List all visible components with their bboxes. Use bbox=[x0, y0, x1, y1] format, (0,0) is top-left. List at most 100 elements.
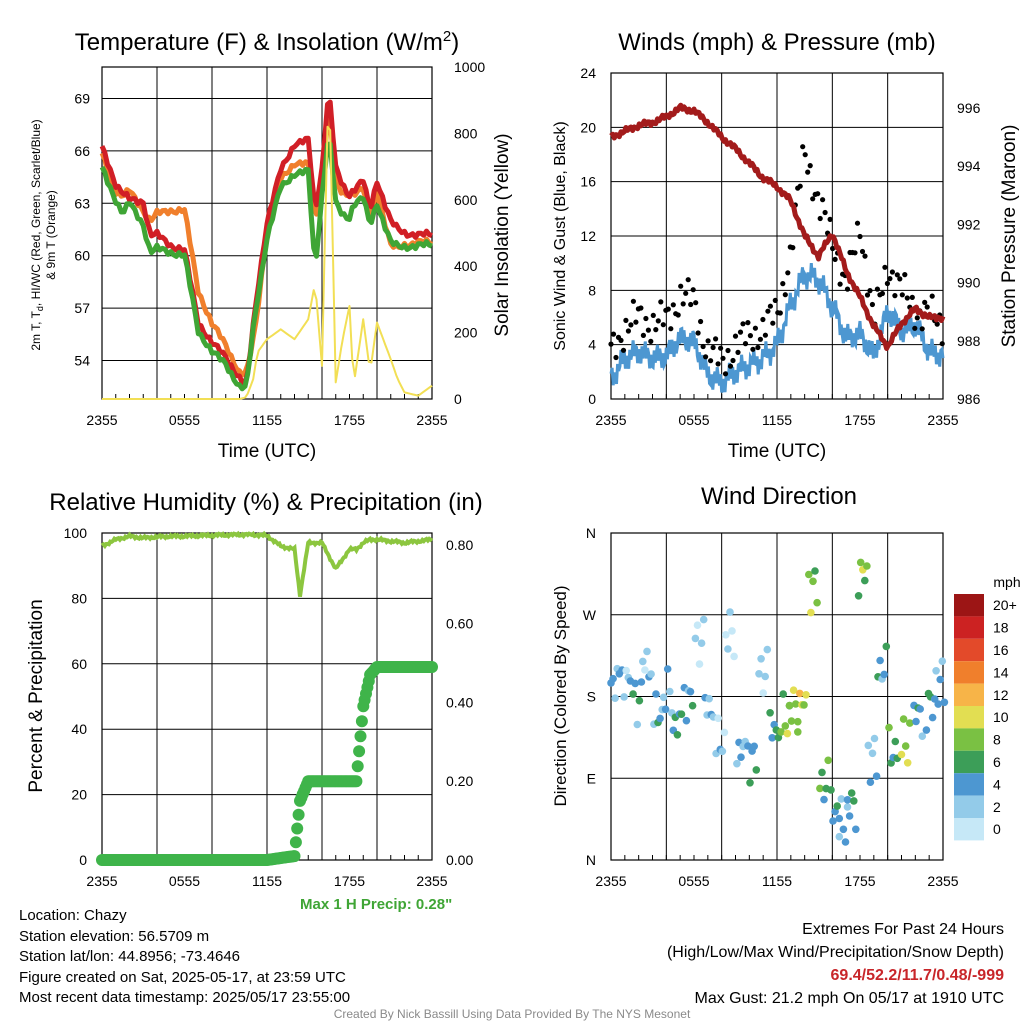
gust-point bbox=[755, 344, 761, 351]
gust-point bbox=[934, 321, 940, 327]
wind-direction-point bbox=[611, 694, 619, 702]
wind-direction-point bbox=[688, 701, 697, 710]
wind-direction-point bbox=[697, 639, 706, 647]
gust-point bbox=[630, 298, 637, 304]
gust-point bbox=[722, 371, 729, 377]
temperature-x-tick-label: 1155 bbox=[252, 412, 282, 428]
wind-direction-point bbox=[805, 570, 813, 579]
gust-point bbox=[727, 363, 734, 369]
wind-direction-point bbox=[652, 690, 660, 698]
direction-y-tick-label: S bbox=[587, 689, 596, 705]
gust-point bbox=[780, 281, 786, 287]
speed-legend-swatch bbox=[954, 661, 984, 684]
temperature-panel-title: Temperature (F) & Insolation (W/m2) bbox=[75, 28, 459, 56]
gust-point bbox=[720, 355, 726, 361]
gust-point bbox=[715, 361, 721, 367]
extremes-subtitle: (High/Low/Max Wind/Precipitation/Snow De… bbox=[666, 944, 1004, 961]
gust-point bbox=[690, 287, 696, 293]
wind-direction-point bbox=[724, 645, 732, 653]
humidity-y-label: Percent & Precipitation bbox=[26, 599, 47, 792]
speed-legend-swatch bbox=[954, 795, 984, 818]
wind-direction-panel-title: Wind Direction bbox=[701, 483, 857, 510]
precip-point bbox=[353, 745, 366, 758]
temperature-y-label: 2m T, Td, HI/WC (Red, Green, Scarlet/Blu… bbox=[29, 119, 45, 350]
gust-point bbox=[770, 320, 776, 326]
speed-legend-label: 14 bbox=[993, 664, 1009, 680]
humidity-grid bbox=[102, 532, 432, 861]
wind-direction-point bbox=[639, 657, 647, 666]
elevation-text: Station elevation: 56.5709 m bbox=[19, 927, 210, 945]
wind-direction-point bbox=[726, 608, 734, 616]
wind-direction-point bbox=[695, 660, 704, 668]
humidity-y-tick-label: 80 bbox=[71, 590, 87, 606]
temperature-series-line bbox=[99, 99, 433, 386]
gust-point bbox=[919, 326, 925, 332]
pressure-y2-tick-label: 994 bbox=[957, 158, 981, 174]
extremes-title: Extremes For Past 24 Hours bbox=[802, 921, 1004, 938]
pressure-y2-label: Station Pressure (Maroon) bbox=[999, 125, 1020, 348]
temperature-y-tick-label: 54 bbox=[74, 353, 90, 369]
wind-direction-point bbox=[641, 666, 649, 674]
wind-direction-point bbox=[635, 696, 644, 705]
wind-direction-point bbox=[882, 642, 891, 651]
speed-legend-swatch bbox=[954, 706, 984, 729]
wind-direction-point bbox=[666, 687, 674, 696]
wind-direction-point bbox=[872, 772, 881, 780]
direction-y-tick-label: N bbox=[586, 852, 596, 868]
gust-point bbox=[640, 332, 647, 338]
gust-point bbox=[874, 286, 881, 292]
wind-direction-point bbox=[730, 652, 738, 661]
gust-point bbox=[902, 272, 908, 278]
extremes-values: 69.4/52.2/11.7/0.48/-999 bbox=[830, 967, 1004, 984]
gust-point bbox=[765, 308, 771, 314]
gust-point bbox=[894, 272, 900, 278]
gust-point bbox=[790, 245, 796, 251]
gust-point bbox=[859, 248, 866, 255]
gust-point bbox=[914, 315, 920, 321]
wind-direction-point bbox=[903, 759, 912, 767]
insolation-y2-tick-label: 0 bbox=[454, 391, 462, 407]
speed-legend-label: 6 bbox=[993, 754, 1001, 770]
gust-point bbox=[815, 191, 821, 197]
precip-y2-tick-label: 0.00 bbox=[446, 852, 473, 868]
pressure-y2-tick-label: 986 bbox=[957, 391, 981, 407]
gust-point bbox=[678, 283, 684, 289]
wind-direction-point bbox=[759, 689, 767, 697]
gust-point bbox=[645, 327, 652, 333]
wind-direction-point bbox=[837, 795, 846, 803]
temperature-grid bbox=[102, 67, 432, 399]
speed-legend-label: 20+ bbox=[993, 597, 1017, 613]
wind-direction-point bbox=[785, 701, 794, 710]
wind-direction-point bbox=[845, 812, 854, 820]
winds-x-tick-label: 0555 bbox=[678, 412, 709, 428]
wind-direction-x-tick-label: 0555 bbox=[678, 873, 709, 889]
wind-direction-point bbox=[794, 717, 802, 726]
wind-direction-point bbox=[891, 737, 900, 746]
wind-direction-x-tick-label: 2355 bbox=[595, 873, 626, 889]
wind-direction-point bbox=[861, 576, 869, 585]
wind-direction-point bbox=[824, 756, 832, 765]
wind-direction-point bbox=[816, 784, 824, 793]
wind-direction-point bbox=[673, 731, 682, 739]
wind-direction-point bbox=[827, 786, 835, 794]
wind-direction-point bbox=[746, 779, 754, 787]
wind-direction-point bbox=[809, 577, 817, 586]
wind-direction-point bbox=[663, 665, 672, 673]
wind-direction-point bbox=[870, 734, 879, 743]
gust-point bbox=[785, 270, 791, 276]
gust-point bbox=[648, 338, 654, 344]
insolation-y2-label: Solar Insolation (Yellow) bbox=[492, 133, 513, 336]
gust-point bbox=[767, 303, 774, 309]
winds-x-tick-label: 1755 bbox=[844, 412, 875, 428]
wind-direction-x-tick-label: 1155 bbox=[762, 873, 792, 889]
gust-point bbox=[929, 293, 935, 299]
precip-point bbox=[288, 850, 301, 863]
wind-direction-point bbox=[766, 709, 774, 717]
wind-direction-x-tick-label: 2355 bbox=[927, 873, 958, 889]
gust-point bbox=[832, 256, 838, 262]
speed-legend-swatch bbox=[954, 750, 984, 774]
wind-direction-point bbox=[880, 670, 888, 679]
precip-point bbox=[351, 760, 364, 773]
temperature-series-line bbox=[99, 141, 433, 392]
gust-point bbox=[752, 325, 759, 331]
